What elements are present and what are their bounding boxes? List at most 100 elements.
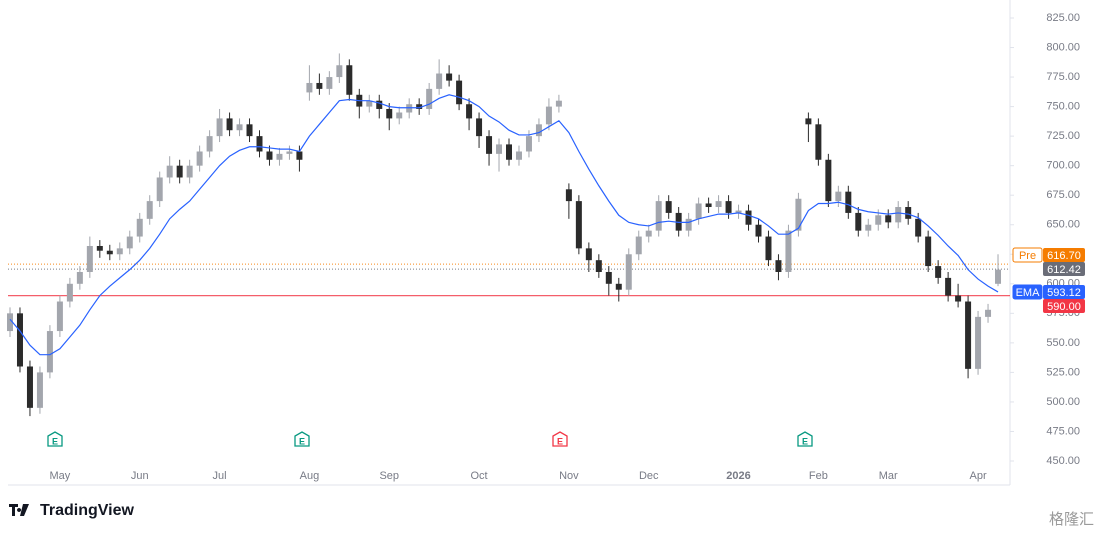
candle-body [925,236,932,267]
candle-body [226,118,233,131]
candle-body [745,210,752,225]
price-tag-name: EMA [1016,287,1041,299]
price-tag-value: 612.42 [1047,264,1081,276]
earnings-badge [552,431,568,447]
candle-body [705,203,712,208]
candle-body [795,198,802,231]
earnings-badge [797,431,813,447]
candle-body [855,212,862,231]
x-tick-label: Aug [300,470,320,482]
candle-body [825,159,832,202]
candle-body [605,271,612,284]
candle-body [735,210,742,213]
candle-body [715,201,722,208]
candle-body [486,136,493,154]
candle-body [256,136,263,152]
x-tick-label: Jul [213,470,227,482]
x-tick-label: Jun [131,470,149,482]
candle-body [196,151,203,166]
price-tag-value: 593.12 [1047,287,1081,299]
candle-body [126,236,133,249]
candle-body [416,104,423,109]
y-tick-label: 800.00 [1046,41,1080,53]
candle-body [306,82,313,93]
y-tick-label: 775.00 [1046,71,1080,83]
candle-body [655,201,662,231]
candle-body [695,203,702,219]
candle-body [805,118,812,125]
candle-body [466,104,473,119]
candle-body [276,153,283,160]
candle-body [595,260,602,272]
earnings-label: E [557,436,563,446]
candle-body [496,144,503,154]
candle-body [645,230,652,237]
candle-body [885,215,892,223]
candle-body [476,118,483,137]
candle-body [246,124,253,137]
candle-body [515,151,522,160]
candle-body [945,277,952,296]
candle-body [955,295,962,302]
candle-body [575,201,582,249]
y-tick-label: 825.00 [1046,12,1080,24]
y-tick-label: 475.00 [1046,425,1080,437]
x-tick-label: Nov [559,470,579,482]
y-tick-label: 525.00 [1046,366,1080,378]
y-tick-label: 650.00 [1046,219,1080,231]
x-tick-label: May [50,470,71,482]
candle-body [176,165,183,178]
candle-body [116,248,123,255]
earnings-label: E [52,436,58,446]
candle-body [755,224,762,237]
earnings-badge [47,431,63,447]
candle-body [56,301,63,332]
price-tag-name-box [1012,247,1043,263]
candle-body [635,236,642,255]
candle-body [36,372,43,408]
y-tick-label: 700.00 [1046,160,1080,172]
price-tag-name: Pre [1019,250,1036,262]
x-tick-label: Feb [809,470,828,482]
candle-body [845,191,852,213]
candle-body [156,177,163,202]
candle-body [965,301,972,369]
candle-body [266,151,273,160]
candle-body [985,309,992,317]
candle-body [685,218,692,231]
candle-body [995,269,1002,284]
candle-body [585,248,592,261]
brand-name: TradingView [40,502,135,519]
candle-body [236,124,243,131]
candle-body [386,108,393,119]
y-tick-label: 675.00 [1046,189,1080,201]
price-tag [1043,248,1085,262]
candle-body [16,313,23,367]
candle-body [436,73,443,89]
candle-body [765,236,772,261]
candle-body [146,201,153,219]
candle-body [76,271,83,284]
candle-body [615,283,622,290]
candle-body [106,250,113,255]
y-tick-label: 450.00 [1046,455,1080,467]
candle-body [366,100,373,107]
candle-body [785,230,792,272]
price-tag [1043,285,1085,299]
earnings-marker: E [797,431,813,447]
candle-body [7,313,13,332]
candle-body [46,331,53,373]
candle-body [905,207,912,219]
price-tag-name-box [1012,284,1043,300]
x-tick-label: Oct [470,470,487,482]
x-tick-label: Dec [639,470,659,482]
candle-body [136,218,143,237]
candle-body [316,82,323,89]
candle-body [86,245,93,272]
candle-body [26,366,33,408]
x-tick-label: Mar [879,470,898,482]
candle-body [446,73,453,81]
candle-body [506,144,512,160]
earnings-marker: E [47,431,63,447]
